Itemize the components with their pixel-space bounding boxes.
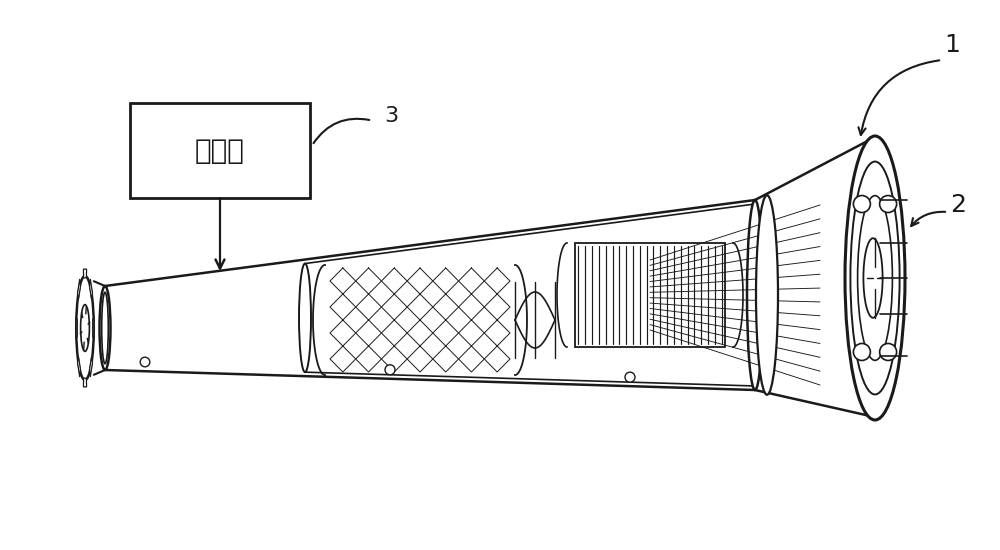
Ellipse shape xyxy=(102,292,108,364)
Ellipse shape xyxy=(850,162,900,394)
Ellipse shape xyxy=(81,305,89,351)
Ellipse shape xyxy=(299,263,311,372)
Polygon shape xyxy=(93,317,94,338)
Circle shape xyxy=(880,196,897,212)
Ellipse shape xyxy=(863,238,883,318)
Circle shape xyxy=(385,365,395,375)
FancyArrowPatch shape xyxy=(314,119,369,143)
Ellipse shape xyxy=(76,276,94,380)
FancyArrowPatch shape xyxy=(858,60,939,135)
Circle shape xyxy=(880,343,897,360)
Text: 控制部: 控制部 xyxy=(195,136,245,164)
Ellipse shape xyxy=(845,136,905,420)
Bar xyxy=(575,243,725,347)
Text: 1: 1 xyxy=(944,33,960,57)
FancyArrowPatch shape xyxy=(911,212,945,226)
Circle shape xyxy=(625,372,635,382)
Polygon shape xyxy=(83,378,87,387)
Ellipse shape xyxy=(747,200,763,390)
Polygon shape xyxy=(77,358,81,377)
Circle shape xyxy=(853,343,870,360)
Text: 2: 2 xyxy=(950,193,966,217)
Ellipse shape xyxy=(100,286,110,370)
Polygon shape xyxy=(77,279,81,299)
Ellipse shape xyxy=(858,196,892,360)
Polygon shape xyxy=(89,358,93,377)
Ellipse shape xyxy=(756,195,778,395)
Polygon shape xyxy=(76,317,77,338)
Bar xyxy=(130,103,310,198)
Circle shape xyxy=(140,357,150,367)
Polygon shape xyxy=(83,269,87,278)
Circle shape xyxy=(853,196,870,212)
Text: 3: 3 xyxy=(384,106,398,125)
Polygon shape xyxy=(89,279,93,299)
